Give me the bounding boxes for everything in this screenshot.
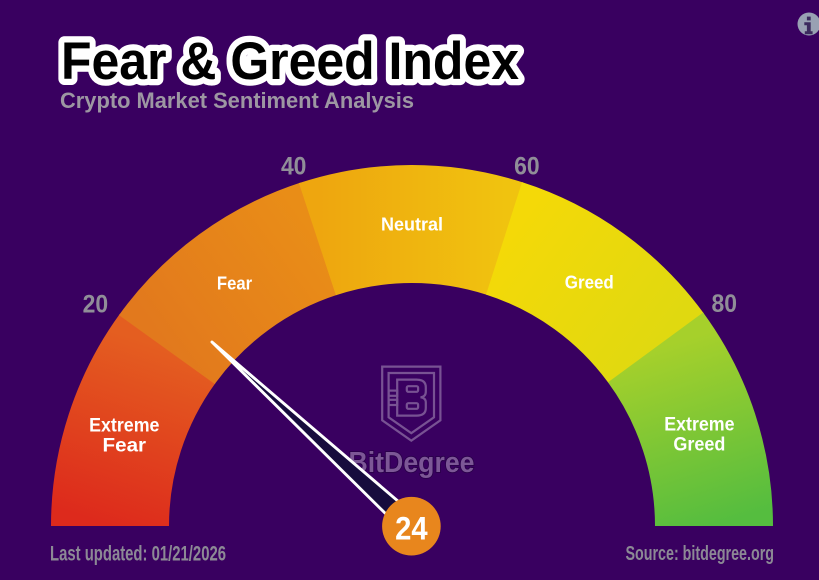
svg-text:60: 60 xyxy=(514,152,540,180)
svg-text:Extreme: Extreme xyxy=(664,415,734,436)
svg-text:80: 80 xyxy=(712,290,738,318)
svg-text:Crypto Market Sentiment Analys: Crypto Market Sentiment Analysis xyxy=(60,88,414,113)
svg-text:Fear & Greed Index: Fear & Greed Index xyxy=(61,32,519,91)
svg-text:Greed: Greed xyxy=(565,273,614,293)
svg-text:BitDegree: BitDegree xyxy=(349,447,475,479)
svg-text:Extreme: Extreme xyxy=(89,416,159,437)
svg-text:Neutral: Neutral xyxy=(381,215,443,235)
svg-text:Fear: Fear xyxy=(217,273,252,293)
svg-text:24: 24 xyxy=(395,511,428,547)
svg-text:Source: bitdegree.org: Source: bitdegree.org xyxy=(626,542,775,565)
svg-text:20: 20 xyxy=(83,291,109,319)
svg-text:Greed: Greed xyxy=(673,435,725,456)
svg-text:Fear: Fear xyxy=(103,436,147,457)
svg-text:Last updated: 01/21/2026: Last updated: 01/21/2026 xyxy=(50,543,226,566)
svg-text:40: 40 xyxy=(281,152,307,180)
